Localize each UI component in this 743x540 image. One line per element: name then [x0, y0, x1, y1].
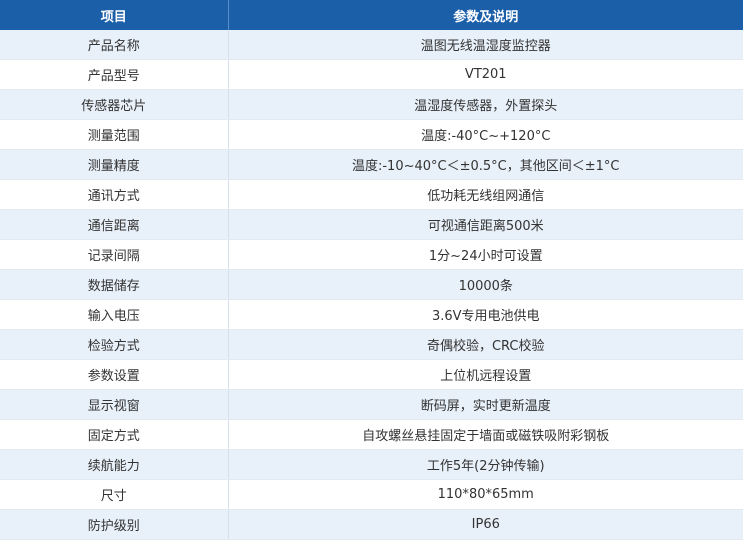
row-item-cell: 测量精度 — [0, 149, 229, 180]
row-item-cell: 数据储存 — [0, 269, 229, 300]
table-row: 参数设置 上位机远程设置 — [0, 359, 743, 390]
table-row: 续航能力 工作5年(2分钟传输) — [0, 449, 743, 480]
row-item-cell: 产品名称 — [0, 30, 229, 60]
row-item-cell: 防护级别 — [0, 509, 229, 540]
table-row: 通信距离 可视通信距离500米 — [0, 209, 743, 240]
row-item-cell: 输入电压 — [0, 299, 229, 330]
row-item-cell: 检验方式 — [0, 329, 229, 360]
row-item-cell: 尺寸 — [0, 479, 229, 510]
row-value-cell: IP66 — [228, 509, 743, 540]
row-value-cell: VT201 — [228, 59, 743, 90]
table-row: 输入电压 3.6V专用电池供电 — [0, 299, 743, 330]
row-item-cell: 续航能力 — [0, 449, 229, 480]
row-item-cell: 产品型号 — [0, 59, 229, 90]
row-item-cell: 记录间隔 — [0, 239, 229, 270]
row-item-cell: 通讯方式 — [0, 179, 229, 210]
row-value-cell: 温湿度传感器，外置探头 — [228, 89, 743, 120]
column-header-value: 参数及说明 — [228, 0, 743, 30]
row-value-cell: 温图无线温湿度监控器 — [228, 30, 743, 60]
table-row: 产品名称 温图无线温湿度监控器 — [0, 30, 743, 60]
row-value-cell: 奇偶校验，CRC校验 — [228, 329, 743, 360]
row-value-cell: 温度:-40°C~+120°C — [228, 119, 743, 150]
row-item-cell: 传感器芯片 — [0, 89, 229, 120]
row-value-cell: 1分~24小时可设置 — [228, 239, 743, 270]
table-row: 产品型号 VT201 — [0, 59, 743, 90]
table-row: 防护级别 IP66 — [0, 509, 743, 540]
row-item-cell: 通信距离 — [0, 209, 229, 240]
column-header-item: 项目 — [0, 0, 229, 30]
table-row: 测量精度 温度:-10~40°C＜±0.5°C，其他区间＜±1°C — [0, 149, 743, 180]
row-item-cell: 固定方式 — [0, 419, 229, 450]
table-row: 显示视窗 断码屏，实时更新温度 — [0, 389, 743, 420]
table-row: 数据储存 10000条 — [0, 269, 743, 300]
table-row: 传感器芯片 温湿度传感器，外置探头 — [0, 89, 743, 120]
row-value-cell: 自攻螺丝悬挂固定于墙面或磁铁吸附彩钢板 — [228, 419, 743, 450]
row-value-cell: 可视通信距离500米 — [228, 209, 743, 240]
row-value-cell: 低功耗无线组网通信 — [228, 179, 743, 210]
row-value-cell: 3.6V专用电池供电 — [228, 299, 743, 330]
row-value-cell: 上位机远程设置 — [228, 359, 743, 390]
row-value-cell: 温度:-10~40°C＜±0.5°C，其他区间＜±1°C — [228, 149, 743, 180]
row-value-cell: 10000条 — [228, 269, 743, 300]
row-item-cell: 参数设置 — [0, 359, 229, 390]
row-value-cell: 110*80*65mm — [228, 479, 743, 510]
table-row: 检验方式 奇偶校验，CRC校验 — [0, 329, 743, 360]
table-row: 通讯方式 低功耗无线组网通信 — [0, 179, 743, 210]
row-item-cell: 显示视窗 — [0, 389, 229, 420]
table-row: 尺寸 110*80*65mm — [0, 479, 743, 510]
table-row: 固定方式 自攻螺丝悬挂固定于墙面或磁铁吸附彩钢板 — [0, 419, 743, 450]
table-header-row: 项目 参数及说明 — [0, 0, 743, 30]
table-row: 记录间隔 1分~24小时可设置 — [0, 239, 743, 270]
row-value-cell: 断码屏，实时更新温度 — [228, 389, 743, 420]
row-value-cell: 工作5年(2分钟传输) — [228, 449, 743, 480]
table-row: 测量范围 温度:-40°C~+120°C — [0, 119, 743, 150]
row-item-cell: 测量范围 — [0, 119, 229, 150]
